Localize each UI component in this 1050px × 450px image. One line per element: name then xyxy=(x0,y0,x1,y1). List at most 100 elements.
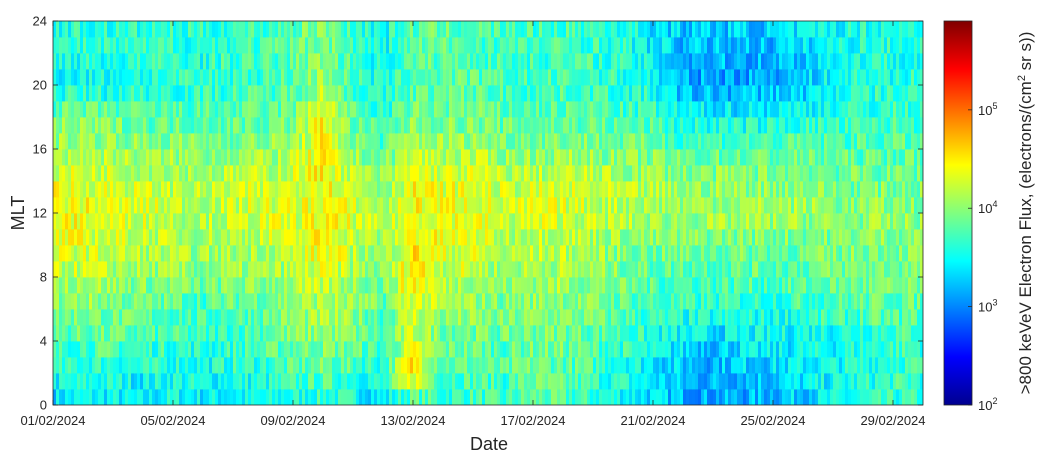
heatmap-cell xyxy=(119,181,123,198)
heatmap-cell xyxy=(605,149,609,166)
heatmap-cell xyxy=(56,149,60,166)
heatmap-cell xyxy=(653,357,657,374)
heatmap-cell xyxy=(812,245,816,262)
heatmap-cell xyxy=(122,277,126,294)
heatmap-cell xyxy=(641,229,645,246)
heatmap-cell xyxy=(677,277,681,294)
heatmap-cell xyxy=(800,229,804,246)
heatmap-cell xyxy=(632,181,636,198)
heatmap-cell xyxy=(557,149,561,166)
heatmap-cell xyxy=(470,341,474,358)
heatmap-cell xyxy=(653,245,657,262)
heatmap-cell xyxy=(71,197,75,214)
heatmap-cell xyxy=(383,373,387,390)
heatmap-cell xyxy=(605,293,609,310)
heatmap-cell xyxy=(80,277,84,294)
heatmap-cell xyxy=(164,309,168,326)
heatmap-cell xyxy=(518,309,522,326)
heatmap-cell xyxy=(452,293,456,310)
heatmap-cell xyxy=(431,389,435,405)
heatmap-cell xyxy=(65,293,69,310)
heatmap-cell xyxy=(59,181,63,198)
heatmap-cell xyxy=(890,325,894,342)
heatmap-cell xyxy=(284,277,288,294)
heatmap-cell xyxy=(59,117,63,134)
heatmap-cell xyxy=(620,277,624,294)
heatmap-cell xyxy=(833,213,837,230)
heatmap-cell xyxy=(359,229,363,246)
heatmap-cell xyxy=(614,373,618,390)
heatmap-cell xyxy=(257,245,261,262)
heatmap-cell xyxy=(467,133,471,150)
heatmap-cell xyxy=(284,197,288,214)
heatmap-cell xyxy=(74,181,78,198)
heatmap-cell xyxy=(107,213,111,230)
heatmap-cell xyxy=(116,117,120,134)
heatmap-cell xyxy=(530,213,534,230)
heatmap-cell xyxy=(677,181,681,198)
heatmap-cell xyxy=(83,309,87,326)
heatmap-cell xyxy=(383,277,387,294)
heatmap-cell xyxy=(212,213,216,230)
heatmap-cell xyxy=(623,293,627,310)
heatmap-cell xyxy=(209,357,213,374)
heatmap-cell xyxy=(104,261,108,278)
heatmap-cell xyxy=(131,277,135,294)
heatmap-cell xyxy=(821,197,825,214)
heatmap-cell xyxy=(299,277,303,294)
heatmap-cell xyxy=(110,373,114,390)
heatmap-cell xyxy=(437,277,441,294)
heatmap-cell xyxy=(437,309,441,326)
heatmap-cell xyxy=(62,117,66,134)
heatmap-cell xyxy=(653,341,657,358)
heatmap-cell xyxy=(371,197,375,214)
heatmap-cell xyxy=(893,373,897,390)
heatmap-cell xyxy=(107,181,111,198)
heatmap-cell xyxy=(704,293,708,310)
heatmap-cell xyxy=(821,229,825,246)
heatmap-cell xyxy=(407,293,411,310)
heatmap-cell xyxy=(233,117,237,134)
heatmap-cell xyxy=(611,165,615,182)
heatmap-cell xyxy=(551,389,555,405)
heatmap-cell xyxy=(191,229,195,246)
heatmap-cell xyxy=(491,309,495,326)
heatmap-cell xyxy=(863,341,867,358)
heatmap-cell xyxy=(506,165,510,182)
heatmap-cell xyxy=(515,213,519,230)
heatmap-cell xyxy=(680,165,684,182)
heatmap-cell xyxy=(824,309,828,326)
heatmap-cell xyxy=(710,245,714,262)
heatmap-cell xyxy=(638,181,642,198)
heatmap-cell xyxy=(752,197,756,214)
heatmap-cell xyxy=(53,213,57,230)
heatmap-cell xyxy=(653,389,657,405)
heatmap-cell xyxy=(920,261,923,278)
heatmap-cell xyxy=(674,149,678,166)
heatmap-cell xyxy=(860,357,864,374)
heatmap-cell xyxy=(350,181,354,198)
heatmap-cell xyxy=(329,213,333,230)
heatmap-cell xyxy=(509,181,513,198)
heatmap-cell xyxy=(719,149,723,166)
heatmap-cell xyxy=(293,309,297,326)
heatmap-cell xyxy=(839,293,843,310)
heatmap-cell xyxy=(383,309,387,326)
heatmap-cell xyxy=(671,245,675,262)
heatmap-cell xyxy=(593,133,597,150)
heatmap-cell xyxy=(218,245,222,262)
heatmap-cell xyxy=(74,261,78,278)
heatmap-cell xyxy=(68,341,72,358)
heatmap-cell xyxy=(452,213,456,230)
heatmap-cell xyxy=(299,229,303,246)
heatmap-cell xyxy=(854,309,858,326)
heatmap-cell xyxy=(569,197,573,214)
heatmap-cell xyxy=(605,197,609,214)
heatmap-cell xyxy=(647,165,651,182)
heatmap-cell xyxy=(461,181,465,198)
heatmap-cell xyxy=(761,197,765,214)
heatmap-cell xyxy=(644,389,648,405)
heatmap-cell xyxy=(725,245,729,262)
heatmap-cell xyxy=(869,229,873,246)
heatmap-cell xyxy=(443,373,447,390)
